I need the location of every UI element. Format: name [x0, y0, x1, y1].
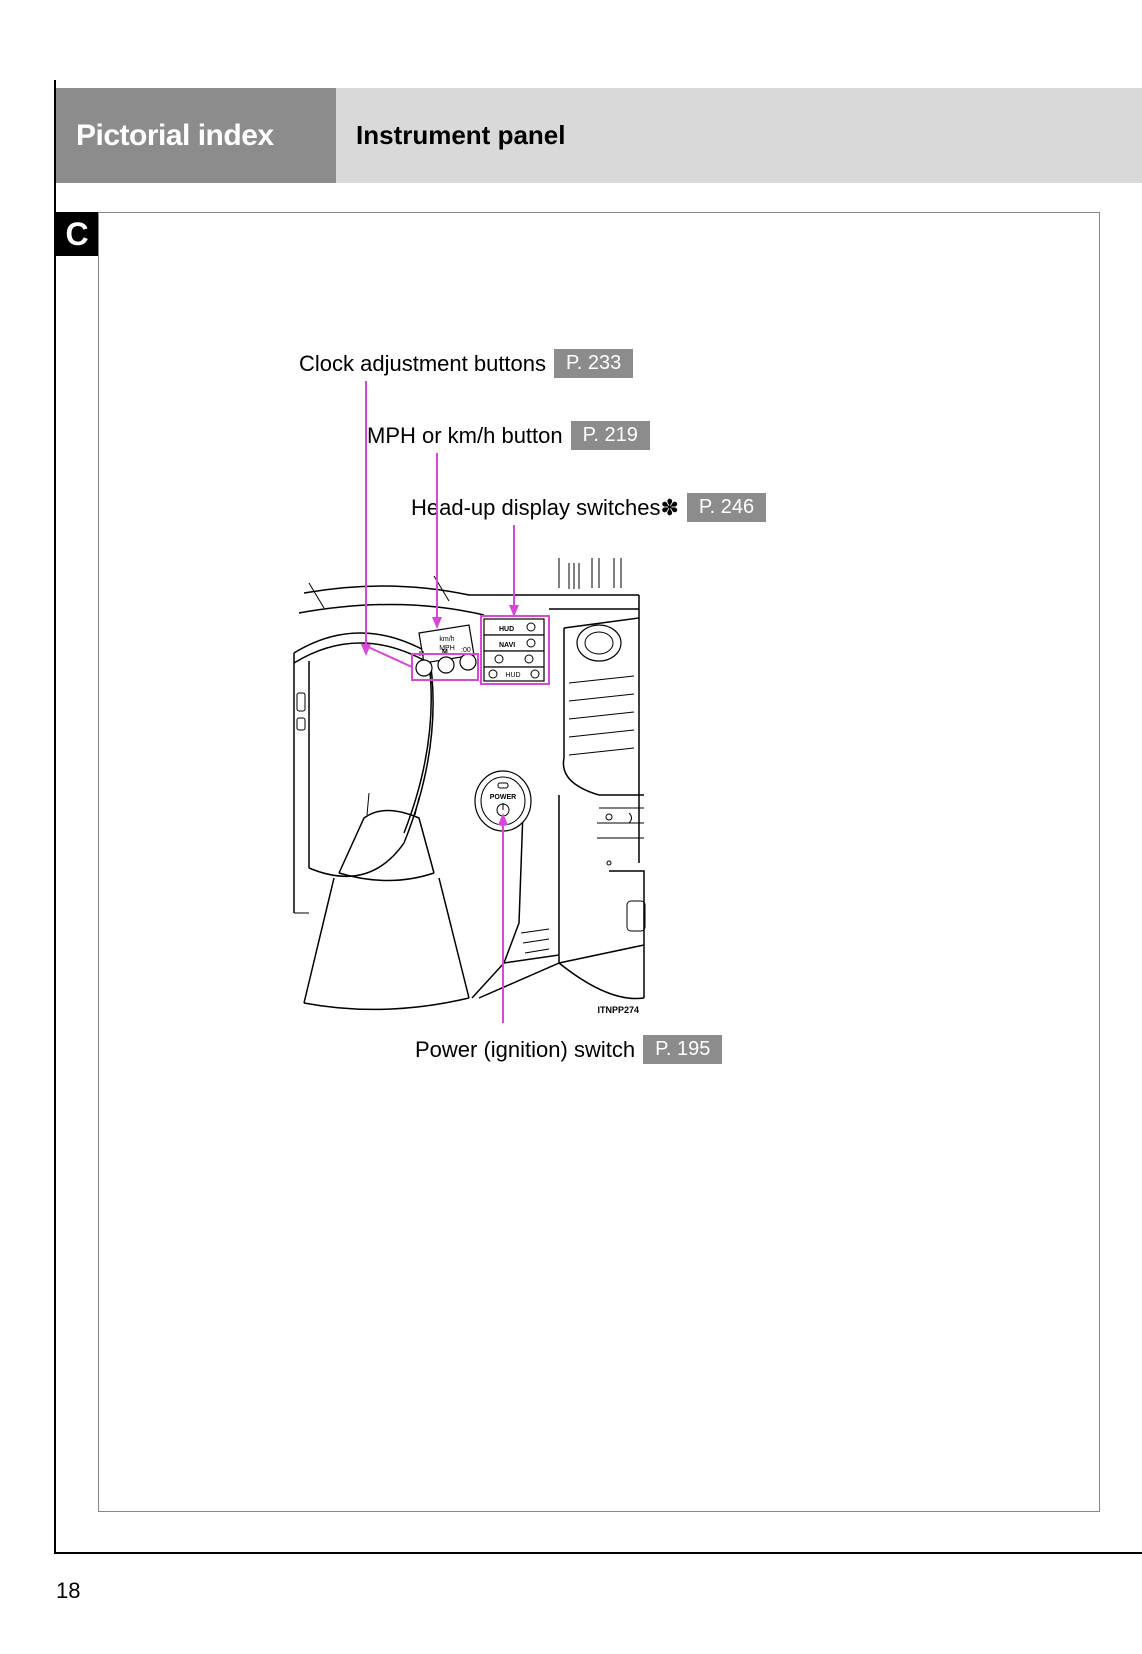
oo-label: :00 — [461, 647, 471, 654]
page-frame: Pictorial index Instrument panel C Clock… — [54, 80, 1142, 1554]
kmh-label: km/h — [439, 636, 454, 643]
content-box: Clock adjustment buttons P. 233 MPH or k… — [98, 212, 1100, 1512]
diagram-svg: POWER km/h MPH H M :00 — [209, 363, 909, 1363]
hud-row-label: HUD — [499, 626, 514, 633]
header-bar: Pictorial index Instrument panel — [56, 88, 1142, 183]
navi-row-label: NAVI — [499, 642, 515, 649]
header-light-title: Instrument panel — [336, 88, 1142, 183]
image-code: ITNPP274 — [597, 1005, 639, 1015]
page-number: 18 — [56, 1578, 80, 1604]
hud-bottom-label: HUD — [505, 672, 520, 679]
header-dark-title: Pictorial index — [56, 88, 336, 183]
power-button-label: POWER — [490, 794, 516, 801]
section-badge: C — [56, 212, 98, 256]
